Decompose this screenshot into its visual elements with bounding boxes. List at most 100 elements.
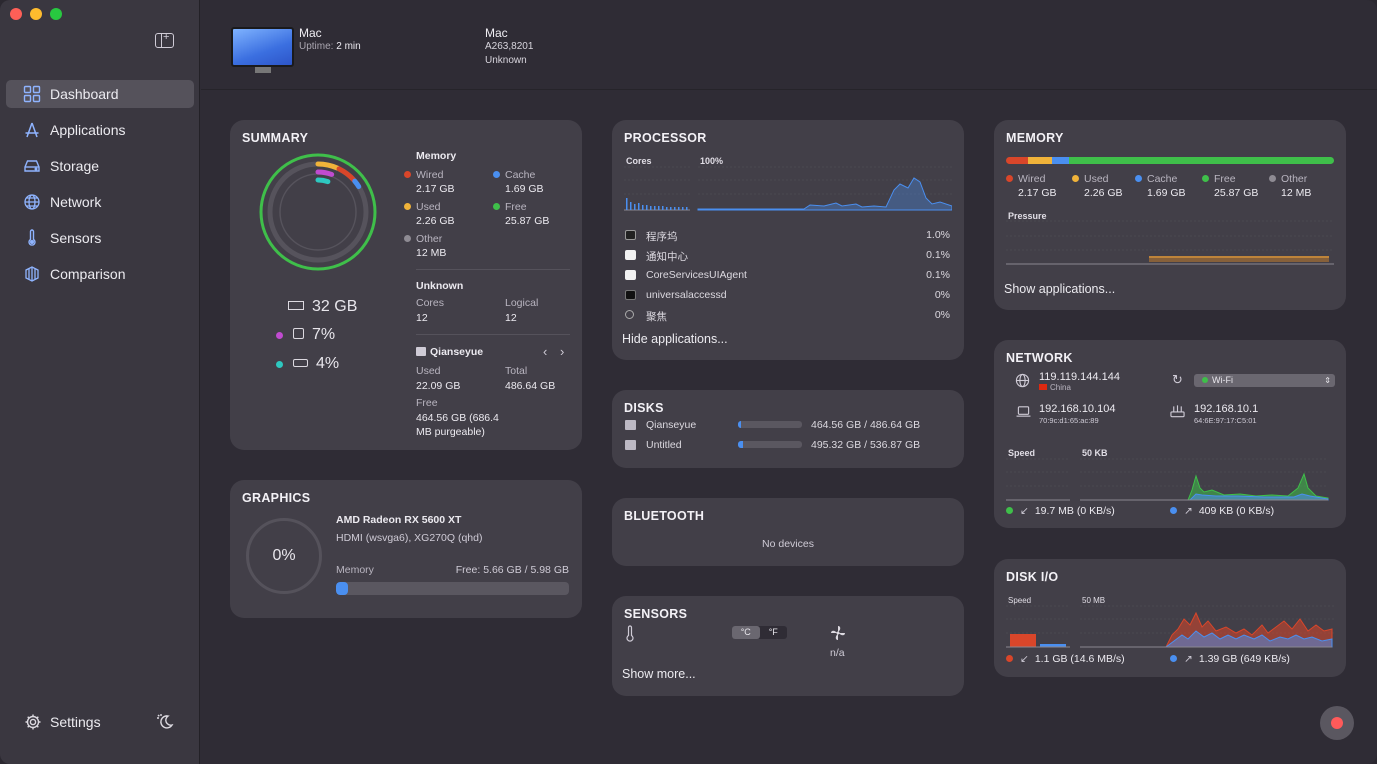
memory-legend-item: Other 12 MB <box>1269 173 1311 199</box>
sidebar-item-comparison[interactable]: Comparison <box>6 260 194 288</box>
hide-applications-link[interactable]: Hide applications... <box>622 332 728 346</box>
disk-row[interactable]: Qianseyue 464.56 GB / 486.64 GB <box>624 419 952 439</box>
public-ip: 119.119.144.144 <box>1039 371 1120 383</box>
process-cpu: 0% <box>934 309 950 321</box>
comparison-icon <box>22 264 42 284</box>
theme-toggle-icon[interactable] <box>155 712 175 732</box>
process-cpu: 0.1% <box>926 269 950 281</box>
process-cpu: 0.1% <box>926 249 950 261</box>
processor-card[interactable]: PROCESSOR Cores 100% 程序坞 1.0% 通知中心 0.1% Core… <box>612 120 964 360</box>
bluetooth-card[interactable]: BLUETOOTH No devices <box>612 498 964 566</box>
sidebar-toggle-icon[interactable] <box>155 31 174 48</box>
gpu-memory-free: Free: 5.66 GB / 5.98 GB <box>455 564 569 576</box>
drive-icon <box>625 420 636 430</box>
free-label: Free <box>493 201 527 213</box>
celsius-option[interactable]: °C <box>732 626 760 639</box>
record-indicator-button[interactable] <box>1320 706 1354 740</box>
card-title: PROCESSOR <box>624 131 707 145</box>
sidebar-item-sensors[interactable]: Sensors <box>6 224 194 252</box>
minimize-window-button[interactable] <box>30 8 42 20</box>
memory-bar-used <box>1028 157 1052 164</box>
process-cpu: 1.0% <box>926 229 950 241</box>
summary-card[interactable]: SUMMARY 32 GB 7% 4% Memory Wired 2.17 GB… <box>230 120 582 450</box>
memory-bar-wired <box>1006 157 1029 164</box>
disk-read-total: ↙ 1.1 GB (14.6 MB/s) <box>1006 653 1125 665</box>
thermometer-icon <box>22 228 42 248</box>
process-row[interactable]: 程序坞 1.0% <box>624 228 952 248</box>
cores-graph-label: Cores <box>626 156 652 166</box>
pressure-label: Pressure <box>1008 211 1047 221</box>
speed-label: Speed <box>1008 448 1036 458</box>
sensors-card[interactable]: SENSORS °C °F n/a Show more... <box>612 596 964 696</box>
applications-icon <box>22 120 42 140</box>
memory-legend-item: Used 2.26 GB <box>1072 173 1123 199</box>
graphics-card[interactable]: GRAPHICS 0% AMD Radeon RX 5600 XT HDMI (… <box>230 480 582 618</box>
disk-usage-bar <box>738 421 802 428</box>
card-title: SENSORS <box>624 607 688 621</box>
sidebar: Dashboard Applications Storage Network <box>0 0 200 764</box>
ram-total: 32 GB <box>288 298 357 316</box>
process-row[interactable]: universalaccessd 0% <box>624 288 952 308</box>
memory-usage-bar <box>1006 157 1334 164</box>
network-card[interactable]: NETWORK 119.119.144.144 China ↻ Wi-Fi ⇕ … <box>994 340 1346 528</box>
disk-write-total: ↗ 1.39 GB (649 KB/s) <box>1170 653 1290 665</box>
laptop-icon <box>1016 406 1031 417</box>
interface-select[interactable]: Wi-Fi ⇕ <box>1194 374 1335 387</box>
sidebar-item-dashboard[interactable]: Dashboard <box>6 80 194 108</box>
memory-pressure-graph <box>1006 220 1334 265</box>
refresh-icon[interactable]: ↻ <box>1172 372 1183 387</box>
process-row[interactable]: CoreServicesUIAgent 0.1% <box>624 268 952 288</box>
prev-disk-button[interactable]: ‹ <box>543 344 548 359</box>
disk-io-graph <box>1006 605 1336 648</box>
interface-value: Wi-Fi <box>1212 375 1233 385</box>
disks-card[interactable]: DISKS Qianseyue 464.56 GB / 486.64 GB Unti… <box>612 390 964 468</box>
process-name: 聚焦 <box>646 311 667 323</box>
upload-arrow-icon: ↗ <box>1184 505 1193 517</box>
window-controls <box>10 8 62 20</box>
dock-icon <box>625 230 636 240</box>
other-value: 12 MB <box>416 247 447 259</box>
sidebar-item-label: Network <box>50 194 102 210</box>
sidebar-item-label: Sensors <box>50 230 102 246</box>
memory-card[interactable]: MEMORY Wired 2.17 GB Used 2.26 GB Cache 1.69 … <box>994 120 1346 310</box>
router-ip: 192.168.10.1 <box>1194 403 1259 415</box>
gpu-memory-bar <box>336 582 569 595</box>
total-graph-label: 100% <box>700 156 724 166</box>
sidebar-item-applications[interactable]: Applications <box>6 116 194 144</box>
show-applications-link[interactable]: Show applications... <box>1004 282 1116 296</box>
used-label: Used <box>404 201 441 213</box>
zoom-window-button[interactable] <box>50 8 62 20</box>
disk-total-label: Total <box>505 365 528 377</box>
download-total: ↙ 19.7 MB (0 KB/s) <box>1006 505 1115 517</box>
memory-legend-item: Wired 2.17 GB <box>1006 173 1057 199</box>
process-list: 程序坞 1.0% 通知中心 0.1% CoreServicesUIAgent 0.1% un… <box>624 228 952 328</box>
globe-icon <box>1015 373 1030 388</box>
disk-row[interactable]: Untitled 495.32 GB / 536.87 GB <box>624 439 952 459</box>
card-title: SUMMARY <box>242 131 309 145</box>
cores-label: Cores <box>416 297 445 309</box>
card-title: DISK I/O <box>1006 570 1059 584</box>
sidebar-item-network[interactable]: Network <box>6 188 194 216</box>
close-window-button[interactable] <box>10 8 22 20</box>
disk-io-card[interactable]: DISK I/O Speed 50 MB ↙ 1.1 GB (14.6 MB/s)… <box>994 559 1346 677</box>
card-title: MEMORY <box>1006 131 1064 145</box>
sidebar-item-storage[interactable]: Storage <box>6 152 194 180</box>
disk-name: Qianseyue <box>646 419 697 431</box>
ip-country: China <box>1039 383 1071 392</box>
sidebar-item-label: Comparison <box>50 266 126 282</box>
scale-label: 50 KB <box>1082 448 1108 458</box>
next-disk-button[interactable]: › <box>560 344 565 359</box>
gpu-name: AMD Radeon RX 5600 XT <box>336 514 462 526</box>
summary-rings <box>259 153 377 271</box>
ram-icon <box>288 301 304 310</box>
show-more-link[interactable]: Show more... <box>622 667 696 681</box>
unit-switch[interactable]: °C °F <box>732 626 787 639</box>
disk-usage-fill <box>738 421 742 428</box>
cpu-icon <box>293 328 304 339</box>
process-row[interactable]: 聚焦 0% <box>624 308 952 328</box>
disk-list: Qianseyue 464.56 GB / 486.64 GB Untitled 49… <box>624 419 952 459</box>
process-row[interactable]: 通知中心 0.1% <box>624 248 952 268</box>
settings-button[interactable]: Settings <box>24 713 101 731</box>
fahrenheit-option[interactable]: °F <box>768 627 778 637</box>
